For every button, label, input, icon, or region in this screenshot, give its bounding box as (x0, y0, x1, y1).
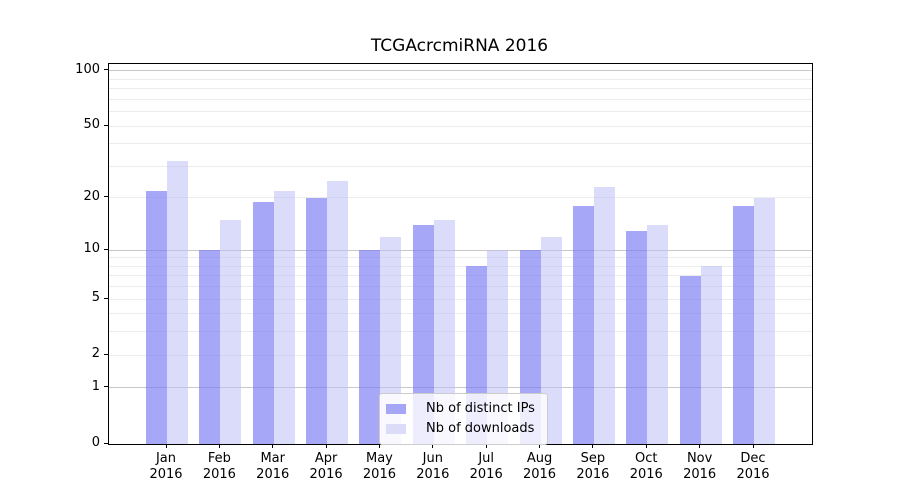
legend: Nb of distinct IPs Nb of downloads (379, 393, 548, 445)
x-tick-label-may: May 2016 (362, 451, 396, 482)
x-tick-label-sep: Sep 2016 (576, 451, 610, 482)
bar-distinct-ips-mar (252, 201, 274, 444)
x-tick-may (378, 444, 380, 448)
bar-downloads-jun (433, 219, 455, 444)
gridline-50 (109, 125, 812, 127)
legend-swatch-distinct-ips (386, 404, 406, 414)
bar-downloads-sep (593, 187, 615, 444)
bar-distinct-ips-dec (733, 205, 754, 444)
gridline-5 (109, 298, 812, 300)
x-tick-nov (699, 444, 701, 448)
legend-item-downloads: Nb of downloads (386, 419, 535, 439)
x-tick-label-jul: Jul 2016 (469, 451, 503, 482)
bar-downloads-feb (220, 219, 242, 444)
y-tick-label-50: 50 (83, 117, 100, 133)
plot-area (108, 63, 813, 445)
y-tick-label-100: 100 (75, 61, 100, 77)
bar-downloads-may (380, 236, 402, 444)
gridline-9 (109, 257, 812, 259)
legend-item-distinct-ips: Nb of distinct IPs (386, 399, 535, 419)
gridline-30 (109, 165, 812, 167)
gridline-60 (109, 111, 812, 113)
x-tick-label-apr: Apr 2016 (309, 451, 343, 482)
bar-downloads-aug (540, 236, 562, 444)
gridline-100 (109, 70, 812, 72)
y-tick-10 (104, 248, 108, 250)
bar-distinct-ips-jan (146, 190, 167, 444)
y-tick-label-0: 0 (91, 435, 100, 450)
x-tick-jun (432, 444, 434, 448)
x-tick-aug (539, 444, 541, 448)
bar-downloads-nov (700, 266, 722, 444)
x-tick-jan (165, 444, 167, 448)
bar-downloads-oct (647, 225, 669, 444)
gridline-2 (109, 354, 812, 356)
bar-distinct-ips-sep (572, 205, 594, 444)
bar-distinct-ips-apr (306, 197, 328, 444)
bar-downloads-jan (167, 161, 188, 444)
bar-distinct-ips-oct (626, 230, 648, 444)
bar-distinct-ips-jun (412, 225, 434, 444)
y-tick-label-10: 10 (83, 241, 100, 257)
bar-distinct-ips-may (359, 250, 381, 444)
y-tick-2 (104, 353, 108, 355)
x-tick-label-mar: Mar 2016 (256, 451, 290, 482)
y-tick-0 (104, 442, 108, 444)
gridline-20 (109, 197, 812, 199)
gridline-90 (109, 78, 812, 80)
y-tick-label-1: 1 (91, 378, 100, 394)
x-tick-jul (485, 444, 487, 448)
x-tick-label-jan: Jan 2016 (149, 451, 183, 482)
x-tick-label-nov: Nov 2016 (683, 451, 717, 482)
y-tick-1 (104, 386, 108, 388)
x-tick-apr (325, 444, 327, 448)
y-tick-label-5: 5 (91, 290, 100, 306)
x-tick-sep (592, 444, 594, 448)
y-tick-20 (104, 196, 108, 198)
gridline-6 (109, 286, 812, 288)
gridline-80 (109, 88, 812, 90)
chart-title: TCGAcrcmiRNA 2016 (370, 36, 549, 56)
x-tick-label-oct: Oct 2016 (629, 451, 663, 482)
y-tick-100 (104, 69, 108, 71)
gridline-3 (109, 331, 812, 333)
gridline-1 (109, 387, 812, 389)
x-tick-label-dec: Dec 2016 (736, 451, 770, 482)
y-tick-label-2: 2 (91, 346, 100, 362)
x-tick-mar (272, 444, 274, 448)
gridline-8 (109, 265, 812, 267)
gridline-10 (109, 249, 812, 251)
gridline-40 (109, 143, 812, 145)
legend-label-downloads: Nb of downloads (426, 421, 535, 436)
bar-distinct-ips-nov (679, 275, 701, 444)
bar-distinct-ips-feb (199, 250, 221, 444)
bar-downloads-apr (327, 180, 349, 444)
x-tick-dec (752, 444, 754, 448)
bar-downloads-mar (273, 190, 295, 444)
x-tick-label-feb: Feb 2016 (202, 451, 236, 482)
y-tick-5 (104, 297, 108, 299)
x-tick-label-aug: Aug 2016 (522, 451, 557, 482)
gridline-4 (109, 313, 812, 315)
bar-downloads-dec (754, 197, 775, 444)
x-tick-feb (218, 444, 220, 448)
y-tick-label-20: 20 (83, 188, 100, 204)
legend-swatch-downloads (386, 424, 406, 434)
y-tick-50 (104, 124, 108, 126)
x-tick-oct (645, 444, 647, 448)
gridline-70 (109, 98, 812, 100)
x-tick-label-jun: Jun 2016 (416, 451, 450, 482)
gridline-7 (109, 275, 812, 277)
legend-label-distinct-ips: Nb of distinct IPs (426, 401, 535, 416)
